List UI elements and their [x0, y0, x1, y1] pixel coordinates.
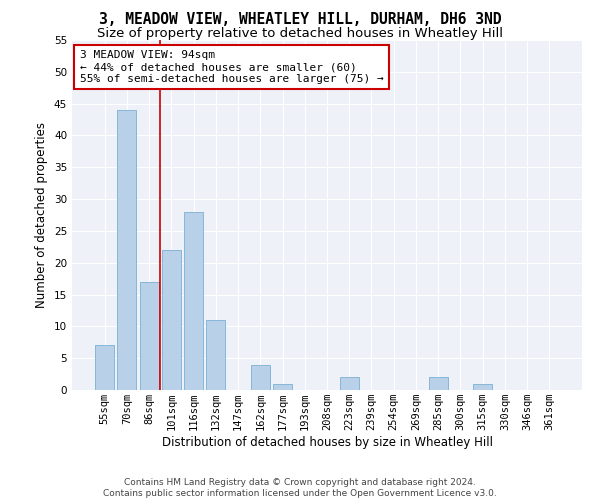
- X-axis label: Distribution of detached houses by size in Wheatley Hill: Distribution of detached houses by size …: [161, 436, 493, 449]
- Bar: [140, 282, 158, 390]
- Bar: [118, 110, 136, 390]
- Bar: [251, 364, 270, 390]
- Text: Size of property relative to detached houses in Wheatley Hill: Size of property relative to detached ho…: [97, 28, 503, 40]
- Text: Contains HM Land Registry data © Crown copyright and database right 2024.
Contai: Contains HM Land Registry data © Crown c…: [103, 478, 497, 498]
- Bar: [473, 384, 492, 390]
- Bar: [429, 378, 448, 390]
- Bar: [206, 320, 225, 390]
- Text: 3, MEADOW VIEW, WHEATLEY HILL, DURHAM, DH6 3ND: 3, MEADOW VIEW, WHEATLEY HILL, DURHAM, D…: [99, 12, 501, 28]
- Bar: [273, 384, 292, 390]
- Bar: [162, 250, 181, 390]
- Text: 3 MEADOW VIEW: 94sqm
← 44% of detached houses are smaller (60)
55% of semi-detac: 3 MEADOW VIEW: 94sqm ← 44% of detached h…: [80, 50, 383, 84]
- Bar: [340, 378, 359, 390]
- Y-axis label: Number of detached properties: Number of detached properties: [35, 122, 49, 308]
- Bar: [184, 212, 203, 390]
- Bar: [95, 346, 114, 390]
